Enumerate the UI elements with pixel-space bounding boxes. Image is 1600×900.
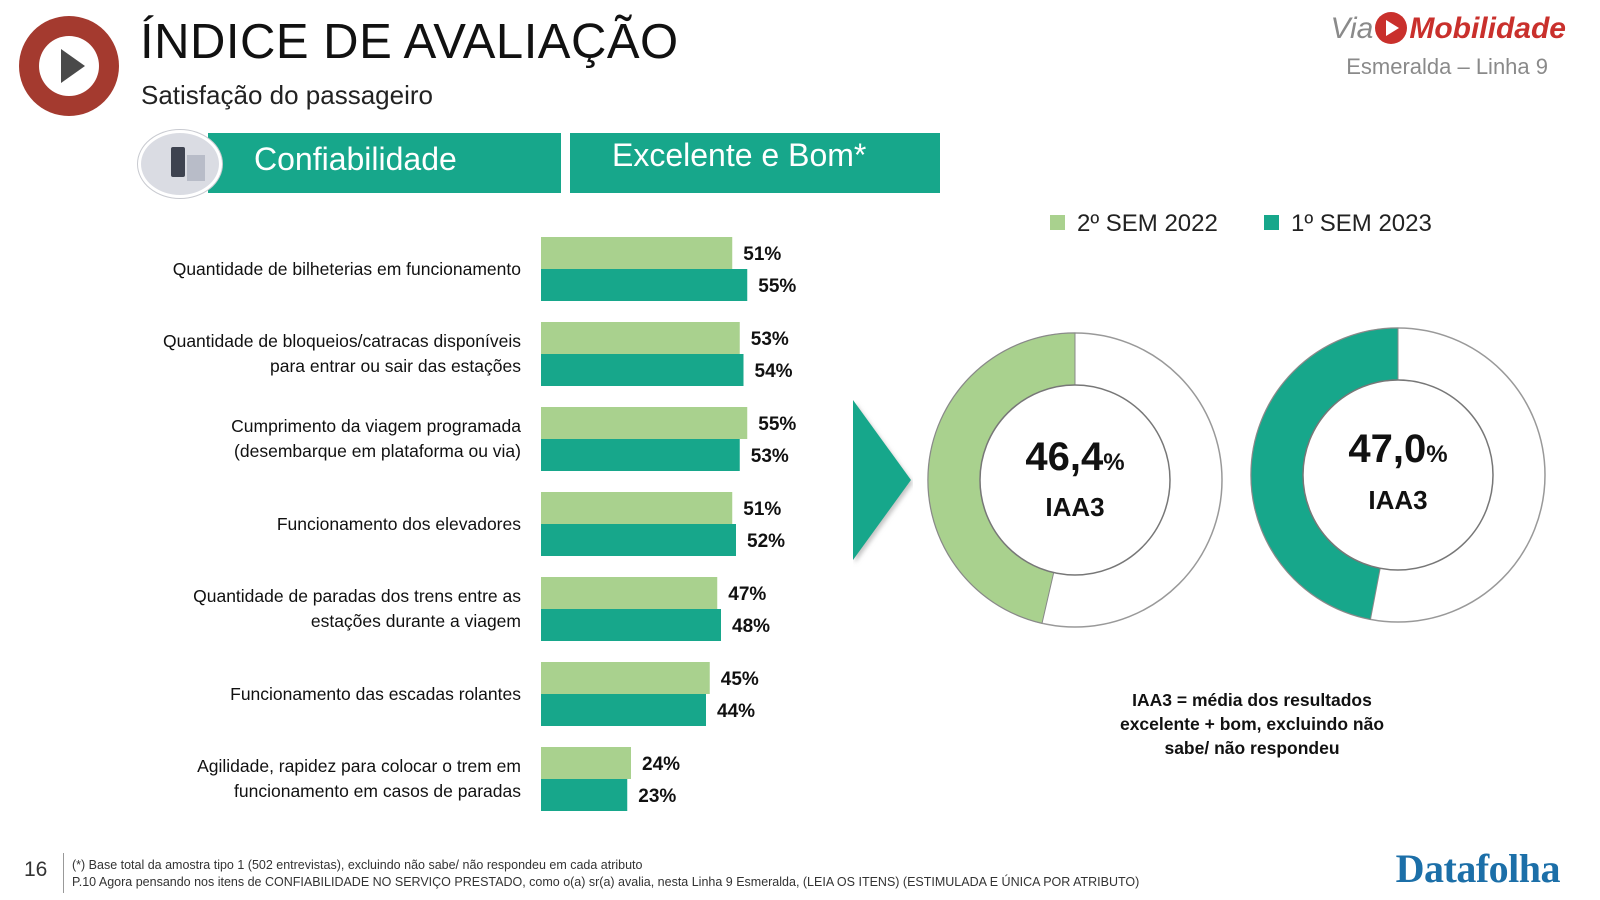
bar-value-label: 55%: [758, 414, 796, 435]
bar-2023: [541, 439, 740, 471]
legend-item-2022: 2º SEM 2022: [1050, 210, 1218, 238]
bar-value-label: 48%: [732, 616, 770, 637]
bar-2022: [541, 747, 631, 779]
bar-value-label: 24%: [642, 754, 680, 775]
category-label: Quantidade de bloqueios/catracas disponí…: [162, 331, 521, 376]
bar-2022: [541, 662, 710, 694]
bar-2023: [541, 354, 744, 386]
bar-value-label: 55%: [758, 276, 796, 297]
category-label: Cumprimento da viagem programada (desemba…: [231, 416, 521, 461]
category-label: Agilidade, rapidez para colocar o trem e…: [197, 756, 521, 801]
donut-value-2023: 47,0%: [1348, 427, 1448, 471]
bar-value-label: 45%: [721, 669, 759, 690]
page-subtitle: Satisfação do passageiro: [141, 80, 433, 110]
metric-header: Excelente e Bom*: [570, 133, 940, 193]
donut-hole: [979, 384, 1171, 576]
category-label: Quantidade de paradas dos trens entre as…: [193, 586, 521, 631]
bar-2023: [541, 609, 721, 641]
legend-swatch: [1264, 215, 1279, 230]
category-label: Funcionamento das escadas rolantes: [230, 683, 521, 704]
bar-value-label: 53%: [751, 446, 789, 467]
bar-2023: [541, 524, 736, 556]
play-logo: [19, 16, 119, 116]
bar-value-label: 54%: [755, 361, 793, 382]
bar-value-label: 53%: [751, 329, 789, 350]
category-header: Confiabilidade: [208, 133, 561, 193]
legend-swatch: [1050, 215, 1065, 230]
category-label: Funcionamento dos elevadores: [276, 513, 521, 534]
bar-value-label: 44%: [717, 701, 755, 722]
bar-value-label: 23%: [638, 786, 676, 807]
footer-divider: [63, 853, 64, 893]
play-icon: [61, 49, 85, 83]
page-title: ÍNDICE DE AVALIAÇÃO: [140, 15, 679, 69]
bar-2022: [541, 322, 740, 354]
donut-label-2023: IAA3: [1368, 485, 1428, 515]
bar-value-label: 51%: [743, 244, 781, 265]
turnstile-icon: [138, 130, 222, 198]
page-number: 16: [24, 858, 48, 881]
iaa3-note: IAA3 = média dos resultados excelente + …: [1119, 690, 1385, 758]
bar-2023: [541, 779, 628, 811]
bar-value-label: 51%: [743, 499, 781, 520]
donut-value-2022: 46,4%: [1025, 435, 1125, 479]
brand-line: Esmeralda – Linha 9: [1346, 54, 1548, 79]
donut-chart-2022: [927, 332, 1223, 628]
brand-logo: Via Mobilidade: [1330, 12, 1566, 45]
bar-value-label: 52%: [747, 531, 785, 552]
legend-item-2023: 1º SEM 2023: [1264, 210, 1432, 238]
arrow-right-icon: [853, 400, 911, 560]
datafolha-logo: Datafolha: [1395, 846, 1561, 891]
bar-2023: [541, 269, 748, 301]
bar-2023: [541, 694, 706, 726]
footnote-question: P.10 Agora pensando nos itens de CONFIAB…: [72, 875, 1140, 889]
donut-label-2022: IAA3: [1045, 492, 1105, 522]
category-label: Quantidade de bilheterias em funcionamen…: [172, 258, 521, 279]
bar-2022: [541, 237, 733, 269]
brand-play-icon: [1375, 12, 1408, 44]
footnote-base: (*) Base total da amostra tipo 1 (502 en…: [72, 858, 643, 872]
donut-hole: [1302, 379, 1494, 571]
bar-2022: [541, 492, 733, 524]
bar-value-label: 47%: [728, 584, 766, 605]
bar-2022: [541, 407, 748, 439]
bar-2022: [541, 577, 718, 609]
donut-chart-2023: [1250, 327, 1546, 623]
